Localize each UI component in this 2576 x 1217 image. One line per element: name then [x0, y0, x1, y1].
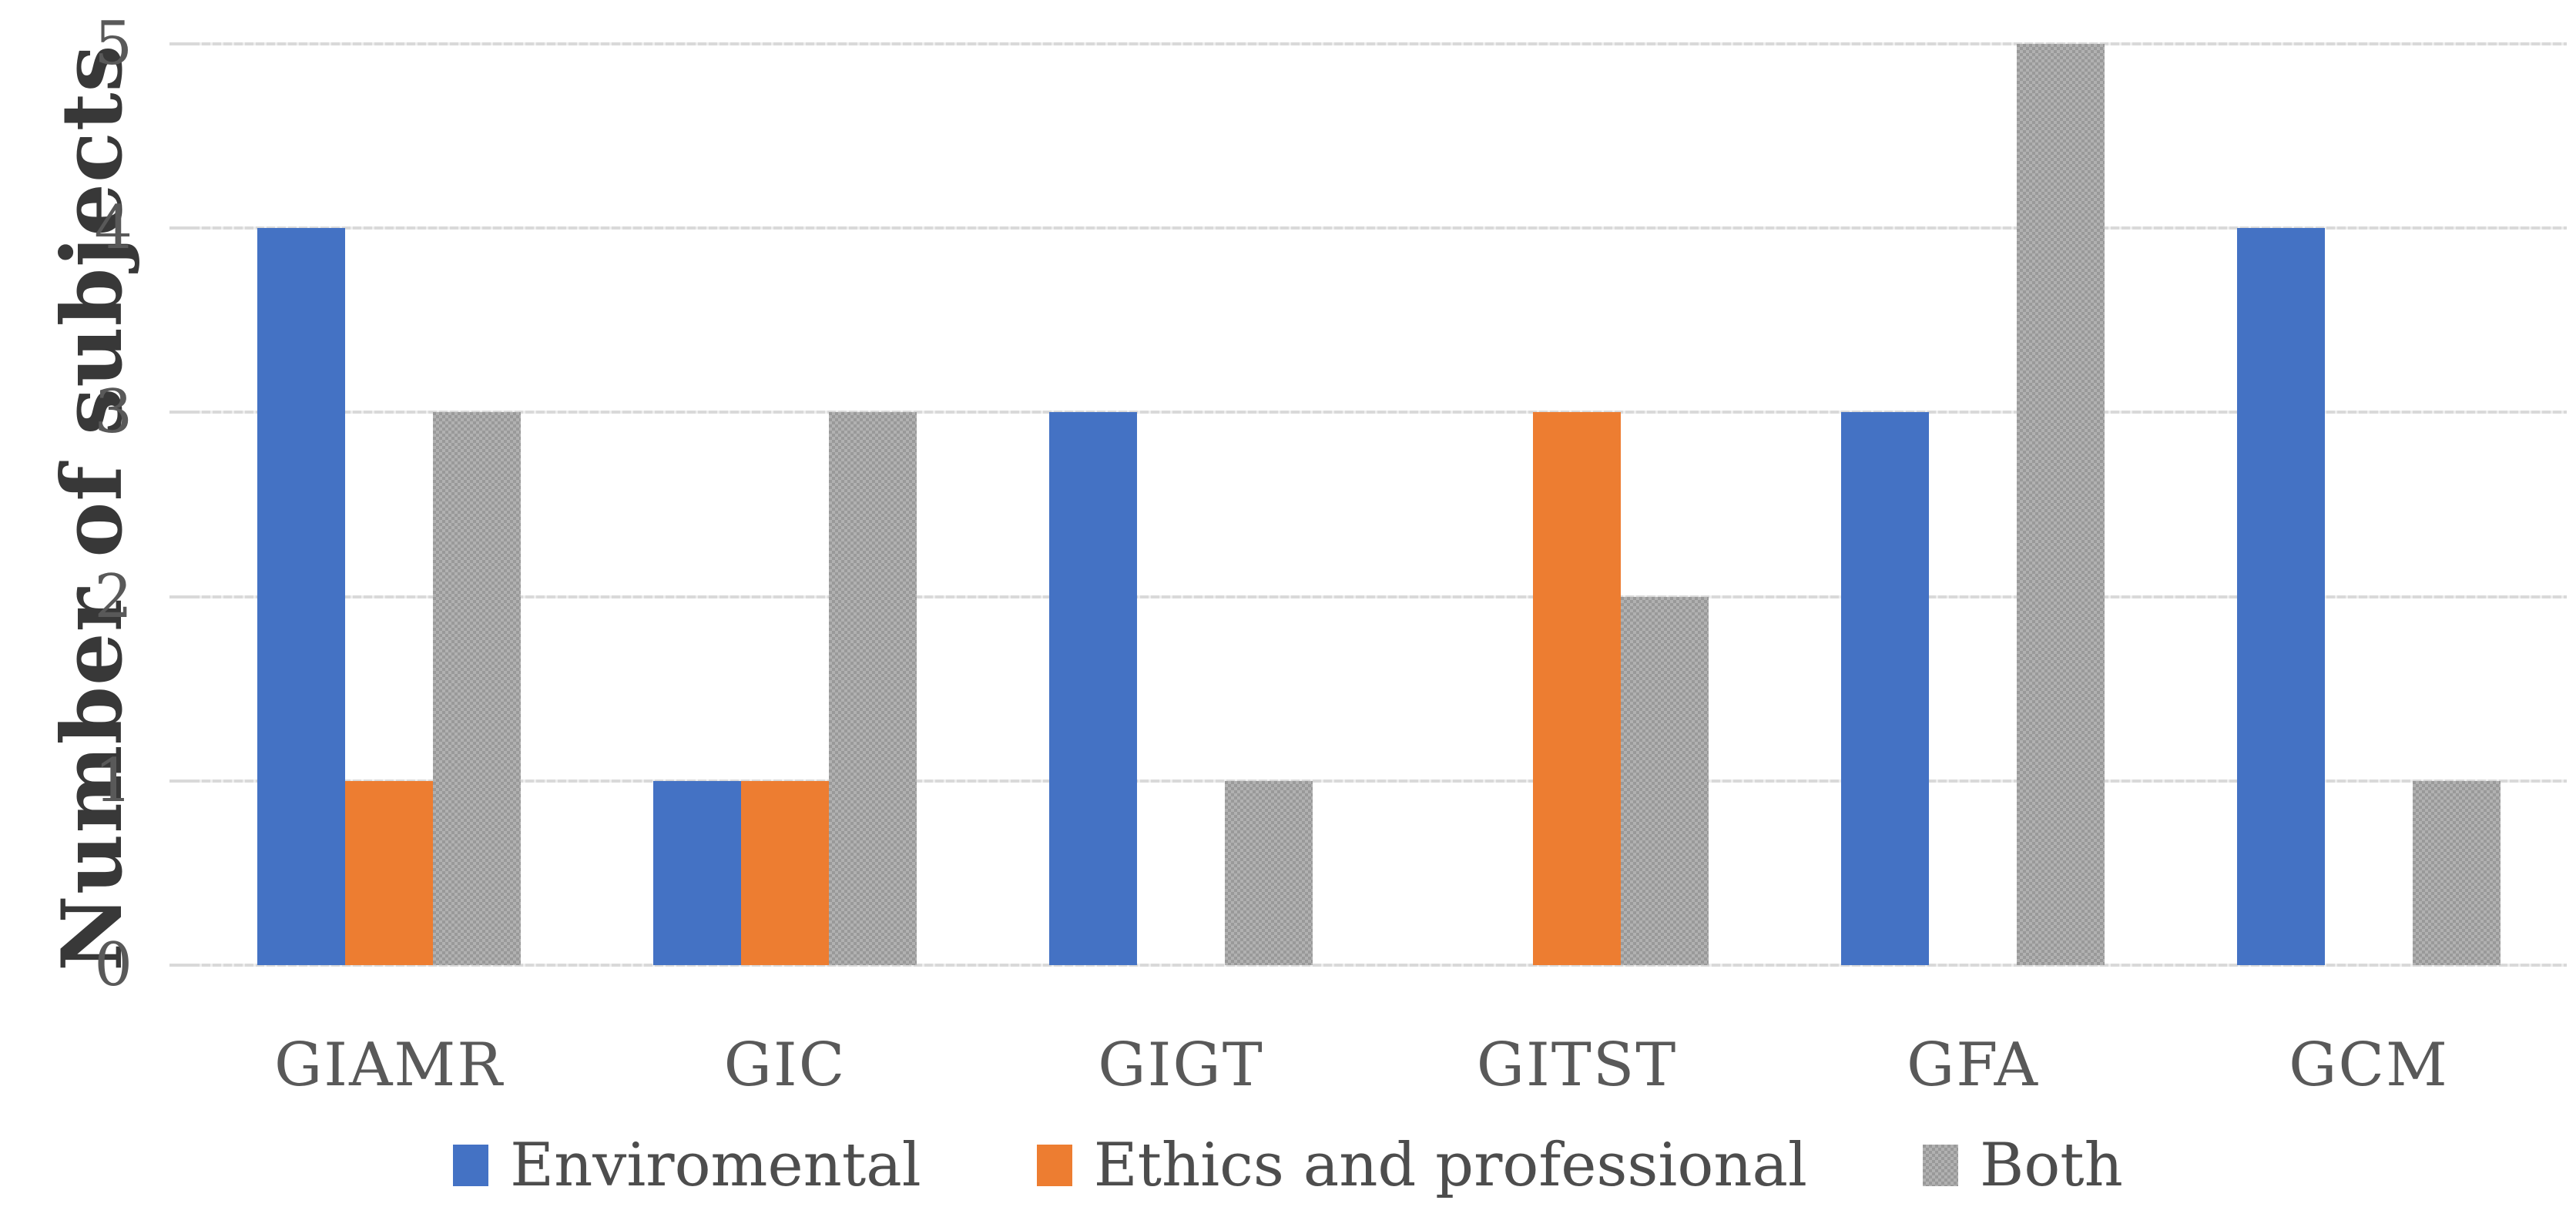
bar-GIAMR-enviromental — [257, 228, 345, 965]
x-category-label-GITST: GITST — [1476, 1031, 1678, 1100]
y-tick-label-3: 3 — [94, 377, 132, 448]
bar-GIGT-both — [1225, 780, 1313, 965]
y-tick-label-2: 2 — [94, 562, 132, 632]
x-category-label-GCM: GCM — [2289, 1031, 2449, 1100]
legend-item-enviromental: Enviromental — [453, 1131, 921, 1200]
legend-marker-icon — [1036, 1145, 1072, 1186]
y-axis-tick-mark — [169, 964, 191, 967]
bar-GFA-both — [2017, 44, 2105, 965]
bar-GIC-enviromental — [653, 780, 741, 965]
y-axis-tick-mark — [169, 226, 191, 230]
bar-GIAMR-ethics-and-professional — [345, 780, 433, 965]
bar-GFA-enviromental — [1841, 412, 1929, 965]
legend-label: Ethics and professional — [1093, 1131, 1808, 1200]
y-tick-label-0: 0 — [94, 930, 132, 1000]
x-category-label-GFA: GFA — [1907, 1031, 2039, 1100]
gridline-y4 — [169, 226, 2567, 230]
x-axis-labels: GIAMR GIC GIGT GITST GFA GCM — [191, 1031, 2567, 1100]
gridline-y0 — [169, 964, 2567, 967]
bar-GIC-both — [829, 412, 917, 965]
legend-label: Both — [1980, 1131, 2123, 1200]
legend-label: Enviromental — [510, 1131, 921, 1200]
gridline-y2 — [169, 595, 2567, 598]
x-category-label-GIGT: GIGT — [1098, 1031, 1264, 1100]
bar-GIC-ethics-and-professional — [741, 780, 829, 965]
y-tick-label-4: 4 — [94, 193, 132, 263]
y-tick-label-1: 1 — [94, 746, 132, 816]
y-axis-tick-mark — [169, 411, 191, 414]
bar-GITST-ethics-and-professional — [1533, 412, 1621, 965]
gridline-y1 — [169, 779, 2567, 783]
legend-item-ethics-and-professional: Ethics and professional — [1036, 1131, 1808, 1200]
bar-GITST-both — [1621, 596, 1709, 965]
gridline-y5 — [169, 42, 2567, 45]
y-axis-tick-mark — [169, 779, 191, 783]
legend-marker-icon — [453, 1145, 489, 1186]
legend: Enviromental Ethics and professional Both — [0, 1131, 2576, 1200]
legend-marker-icon — [1923, 1145, 1959, 1186]
bar-GCM-both — [2413, 780, 2501, 965]
x-category-label-GIAMR: GIAMR — [273, 1031, 505, 1100]
y-tick-label-5: 5 — [94, 9, 132, 79]
bar-GIAMR-both — [433, 412, 521, 965]
bar-GCM-enviromental — [2237, 228, 2325, 965]
plot-area — [169, 42, 2567, 967]
legend-item-both: Both — [1923, 1131, 2123, 1200]
y-axis-tick-mark — [169, 595, 191, 598]
bar-GIGT-enviromental — [1049, 412, 1137, 965]
x-category-label-GIC: GIC — [723, 1031, 847, 1100]
y-axis-tick-mark — [169, 42, 191, 45]
gridline-y3 — [169, 411, 2567, 414]
